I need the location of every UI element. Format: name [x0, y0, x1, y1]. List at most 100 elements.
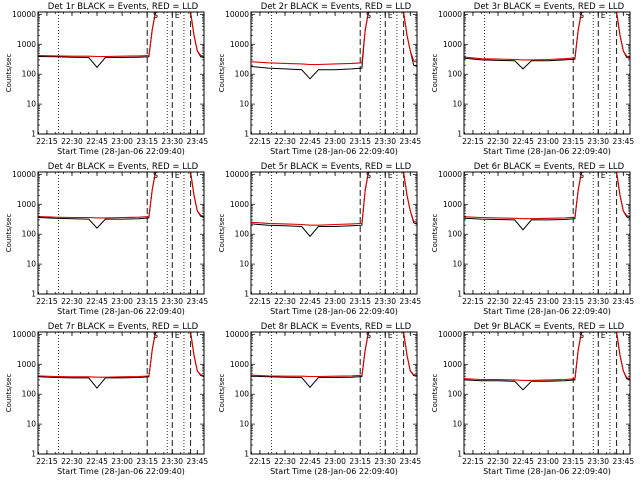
- y-axis: 1 10 100 1000 10000: [438, 10, 630, 139]
- reference-lines: [271, 332, 405, 454]
- chart-panel-2: Det 2r BLACK = Events, RED = LLD S E 1 10 100…: [213, 0, 427, 160]
- marker-e: E: [175, 11, 180, 20]
- chart-title: Det 8r BLACK = Events, RED = LLD: [261, 322, 412, 332]
- x-tick-label: 22:15: [249, 297, 271, 306]
- y-tick-label: 100: [448, 390, 463, 399]
- x-tick-label: 22:30: [274, 137, 296, 146]
- chart-panel-1: Det 1r BLACK = Events, RED = LLD S E 1 10 100…: [0, 0, 214, 160]
- reference-lines: [484, 172, 618, 294]
- series-line-events: [38, 172, 204, 229]
- y-tick-label: 10000: [12, 330, 36, 339]
- x-tick-label: 22:45: [299, 137, 321, 146]
- x-axis-label: Start Time (28-Jan-06 22:09:40): [270, 467, 398, 476]
- y-tick-label: 10: [452, 260, 462, 269]
- y-tick-label: 1: [457, 130, 462, 139]
- y-axis: 1 10 100 1000 10000: [225, 10, 417, 139]
- x-tick-label: 23:15: [136, 137, 158, 146]
- chart-title: Det 1r BLACK = Events, RED = LLD: [48, 2, 199, 12]
- y-tick-label: 100: [448, 70, 463, 79]
- series-group: [251, 12, 417, 80]
- y-axis: 1 10 100 1000 10000: [225, 330, 417, 459]
- x-tick-label: 22:15: [462, 457, 484, 466]
- y-tick-label: 100: [235, 390, 250, 399]
- x-axis-label: Start Time (28-Jan-06 22:09:40): [483, 467, 611, 476]
- y-tick-label: 100: [235, 230, 250, 239]
- y-axis: 1 10 100 1000 10000: [12, 10, 204, 139]
- y-axis-label: Counts/sec: [218, 214, 226, 253]
- marker-s: S: [366, 331, 371, 340]
- x-tick-label: 23:00: [537, 457, 559, 466]
- y-axis: 1 10 100 1000 10000: [12, 170, 204, 299]
- reference-lines: [58, 172, 192, 294]
- y-tick-label: 1000: [230, 40, 249, 49]
- y-tick-label: 1: [31, 290, 36, 299]
- y-tick-label: 10000: [225, 170, 249, 179]
- x-tick-label: 23:45: [187, 457, 209, 466]
- x-tick-label: 22:30: [274, 457, 296, 466]
- x-axis: 22:15 22:30 22:45 23:00 23:15 23:30 23:45: [462, 172, 634, 306]
- chart-title: Det 9r BLACK = Events, RED = LLD: [474, 322, 625, 332]
- x-tick-label: 22:45: [86, 457, 108, 466]
- y-tick-label: 1000: [230, 360, 249, 369]
- series-group: [464, 332, 630, 391]
- series-group: [464, 172, 630, 231]
- marker-s: S: [153, 331, 158, 340]
- y-axis-label: Counts/sec: [431, 374, 439, 413]
- chart-title: Det 5r BLACK = Events, RED = LLD: [261, 162, 412, 172]
- plot-frame: [37, 171, 205, 295]
- x-axis-label: Start Time (28-Jan-06 22:09:40): [57, 467, 185, 476]
- chart-panel-8: Det 8r BLACK = Events, RED = LLD S E 1 10 100…: [213, 320, 427, 480]
- x-axis: 22:15 22:30 22:45 23:00 23:15 23:30 23:45: [36, 12, 208, 146]
- chart-title: Det 2r BLACK = Events, RED = LLD: [261, 2, 412, 12]
- chart-panel-5: Det 5r BLACK = Events, RED = LLD S E 1 10 100…: [213, 160, 427, 320]
- marker-s: S: [579, 331, 584, 340]
- y-tick-label: 1: [457, 290, 462, 299]
- x-axis-label: Start Time (28-Jan-06 22:09:40): [57, 147, 185, 156]
- y-tick-label: 10000: [438, 330, 462, 339]
- x-axis: 22:15 22:30 22:45 23:00 23:15 23:30 23:45: [462, 332, 634, 466]
- x-tick-label: 22:15: [249, 457, 271, 466]
- x-tick-label: 22:30: [61, 457, 83, 466]
- marker-e: E: [175, 331, 180, 340]
- y-tick-label: 1000: [443, 40, 462, 49]
- y-tick-label: 10: [26, 100, 36, 109]
- series-line-events: [251, 12, 417, 80]
- x-axis-label: Start Time (28-Jan-06 22:09:40): [270, 147, 398, 156]
- series-line-lld: [38, 12, 204, 58]
- x-axis: 22:15 22:30 22:45 23:00 23:15 23:30 23:45: [36, 172, 208, 306]
- series-group: [251, 172, 417, 238]
- y-tick-label: 10: [239, 260, 249, 269]
- y-tick-label: 1000: [443, 200, 462, 209]
- x-tick-label: 23:00: [537, 137, 559, 146]
- series-line-lld: [464, 172, 630, 220]
- x-tick-label: 23:00: [537, 297, 559, 306]
- x-axis: 22:15 22:30 22:45 23:00 23:15 23:30 23:45: [36, 332, 208, 466]
- x-tick-label: 23:15: [562, 457, 584, 466]
- marker-s: S: [366, 11, 371, 20]
- x-tick-label: 23:00: [324, 297, 346, 306]
- x-tick-label: 22:15: [36, 137, 58, 146]
- y-tick-label: 1000: [17, 40, 36, 49]
- x-tick-label: 23:30: [161, 137, 183, 146]
- series-line-lld: [464, 332, 630, 381]
- reference-lines: [271, 12, 405, 134]
- x-tick-label: 22:45: [512, 137, 534, 146]
- x-axis-label: Start Time (28-Jan-06 22:09:40): [57, 307, 185, 316]
- y-tick-label: 100: [22, 230, 37, 239]
- y-tick-label: 100: [22, 390, 37, 399]
- series-group: [38, 12, 204, 69]
- x-tick-label: 23:15: [562, 137, 584, 146]
- y-tick-label: 1: [244, 450, 249, 459]
- y-tick-label: 100: [22, 70, 37, 79]
- marker-e: E: [388, 331, 393, 340]
- chart-panel-6: Det 6r BLACK = Events, RED = LLD S E 1 10 100…: [426, 160, 640, 320]
- plot-frame: [250, 171, 418, 295]
- plot-frame: [37, 11, 205, 135]
- x-tick-label: 23:30: [161, 297, 183, 306]
